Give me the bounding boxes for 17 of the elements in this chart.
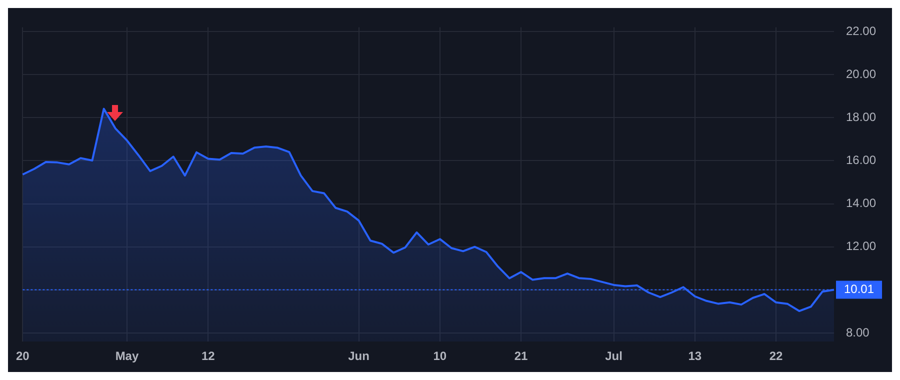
y-tick-label: 20.00 [846, 66, 876, 81]
x-tick-label: May [115, 349, 139, 364]
x-tick-label: 13 [688, 349, 702, 364]
y-tick-label: 14.00 [846, 196, 876, 210]
x-tick-label: 21 [514, 349, 528, 364]
x-tick-label: 10 [433, 349, 447, 364]
y-tick-label: 12.00 [846, 239, 876, 254]
x-tick-label: Jun [348, 349, 370, 364]
x-tick-label: Jul [605, 349, 622, 364]
x-tick-label: 12 [201, 349, 216, 364]
x-tick-label: 22 [769, 349, 784, 364]
y-tick-label: 16.00 [846, 153, 876, 168]
y-tick-label: 18.00 [846, 110, 876, 124]
y-tick-label: 22.00 [846, 24, 876, 38]
y-tick-label: 8.00 [846, 325, 870, 340]
ref-line-label: 10.01 [844, 282, 874, 296]
x-tick-label: 20 [16, 349, 30, 364]
